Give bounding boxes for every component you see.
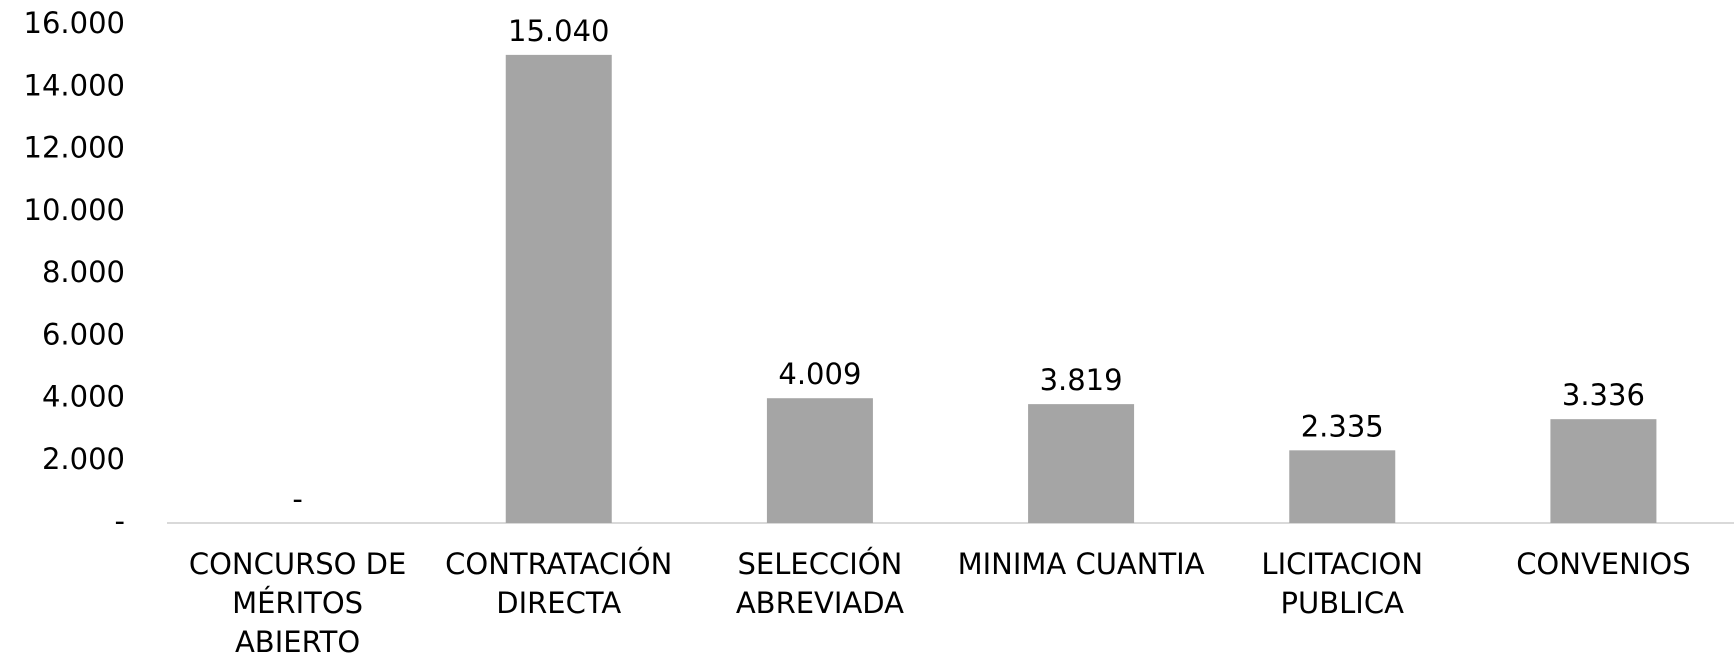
bar bbox=[1550, 419, 1657, 523]
value-label: 3.819 bbox=[1040, 363, 1123, 397]
y-tick-label: 2.000 bbox=[42, 442, 125, 476]
bar bbox=[505, 54, 612, 523]
x-tick-label: MINIMA CUANTIA bbox=[957, 547, 1205, 581]
x-tick-label: CONTRATACIÓN DIRECTA bbox=[445, 547, 673, 620]
x-tick-label: CONVENIOS bbox=[1516, 547, 1691, 581]
value-label: 4.009 bbox=[778, 357, 861, 391]
y-tick-label: 16.000 bbox=[24, 6, 125, 40]
y-tick-label: - bbox=[115, 504, 125, 538]
value-label: - bbox=[292, 482, 302, 516]
x-tick-label: SELECCIÓN ABREVIADA bbox=[735, 547, 904, 620]
value-label: 3.336 bbox=[1562, 378, 1645, 412]
x-tick-label: CONCURSO DE MÉRITOS ABIERTO bbox=[188, 547, 407, 659]
y-tick-label: 6.000 bbox=[42, 317, 125, 351]
value-label: 2.335 bbox=[1301, 409, 1384, 443]
y-tick-label: 4.000 bbox=[42, 380, 125, 414]
bar bbox=[766, 398, 873, 523]
y-tick-label: 10.000 bbox=[24, 193, 125, 227]
y-tick-label: 12.000 bbox=[24, 131, 125, 165]
y-tick-label: 14.000 bbox=[24, 68, 125, 102]
x-tick-label: LICITACION PUBLICA bbox=[1261, 547, 1424, 620]
bar bbox=[1028, 404, 1135, 523]
value-label: 15.040 bbox=[508, 14, 609, 48]
bar bbox=[1289, 450, 1396, 523]
y-tick-label: 8.000 bbox=[42, 255, 125, 289]
